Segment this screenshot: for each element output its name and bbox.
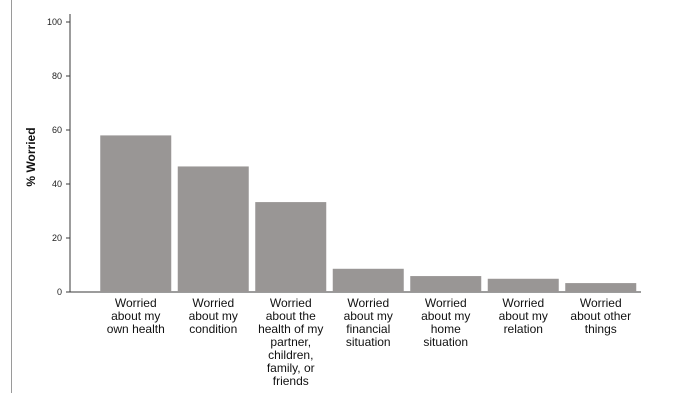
bar xyxy=(255,202,327,292)
x-tick-label-line: about my xyxy=(421,309,470,323)
y-tick-label: 20 xyxy=(52,233,62,243)
x-tick-label-line: about my xyxy=(111,309,160,323)
x-tick-label: Worried about my financial situation xyxy=(344,296,393,349)
x-tick-label-line: Worried xyxy=(270,296,312,310)
x-tick-label: Worried about my relation xyxy=(499,296,548,336)
x-tick-label-line: children, xyxy=(268,348,313,362)
y-tick-label: 40 xyxy=(52,179,62,189)
bar xyxy=(410,276,482,292)
x-tick-label-line: Worried xyxy=(502,296,544,310)
x-tick-label-line: Worried xyxy=(425,296,467,310)
y-tick-label: 100 xyxy=(47,17,62,27)
bar xyxy=(332,268,404,292)
x-tick-label-line: relation xyxy=(504,322,543,336)
y-ticks: 0 20 40 60 80 100 xyxy=(47,17,70,297)
x-tick-label: Worried about other things xyxy=(570,296,631,336)
x-tick-label-line: financial xyxy=(346,322,390,336)
y-axis-title: % Worried xyxy=(24,127,38,186)
bar xyxy=(565,283,637,292)
x-tick-label: Worried about my own health xyxy=(107,296,165,336)
x-tick-label-line: health of my xyxy=(258,322,323,336)
x-tick-label-line: Worried xyxy=(115,296,157,310)
y-tick-label: 80 xyxy=(52,71,62,81)
left-border-rule xyxy=(11,0,12,393)
x-tick-label-line: about my xyxy=(344,309,393,323)
x-tick-label-line: situation xyxy=(346,335,391,349)
x-tick-label-line: things xyxy=(585,322,617,336)
x-tick-label-line: partner, xyxy=(270,335,311,349)
x-tick-label-line: home xyxy=(431,322,461,336)
x-tick-label-line: Worried xyxy=(347,296,389,310)
x-tick-label-line: about my xyxy=(499,309,548,323)
x-tick-label-line: friends xyxy=(273,374,309,388)
bar xyxy=(487,278,559,292)
x-tick-label-line: Worried xyxy=(192,296,234,310)
x-tick-label-line: about my xyxy=(189,309,238,323)
x-tick-label-line: situation xyxy=(423,335,468,349)
bars xyxy=(100,135,637,292)
x-tick-label-line: own health xyxy=(107,322,165,336)
bar xyxy=(177,166,249,292)
x-tick-label-line: condition xyxy=(189,322,237,336)
x-tick-label: Worried about the health of my partner, chil… xyxy=(258,296,323,388)
x-tick-label-line: family, or xyxy=(267,361,315,375)
y-tick-label: 0 xyxy=(57,287,62,297)
x-tick-label-line: Worried xyxy=(580,296,622,310)
x-tick-label: Worried about my home situation xyxy=(421,296,470,349)
bar xyxy=(100,135,172,292)
x-tick-label-line: about the xyxy=(266,309,316,323)
x-tick-label: Worried about my condition xyxy=(189,296,238,336)
y-tick-label: 60 xyxy=(52,125,62,135)
x-tick-label-line: about other xyxy=(570,309,631,323)
